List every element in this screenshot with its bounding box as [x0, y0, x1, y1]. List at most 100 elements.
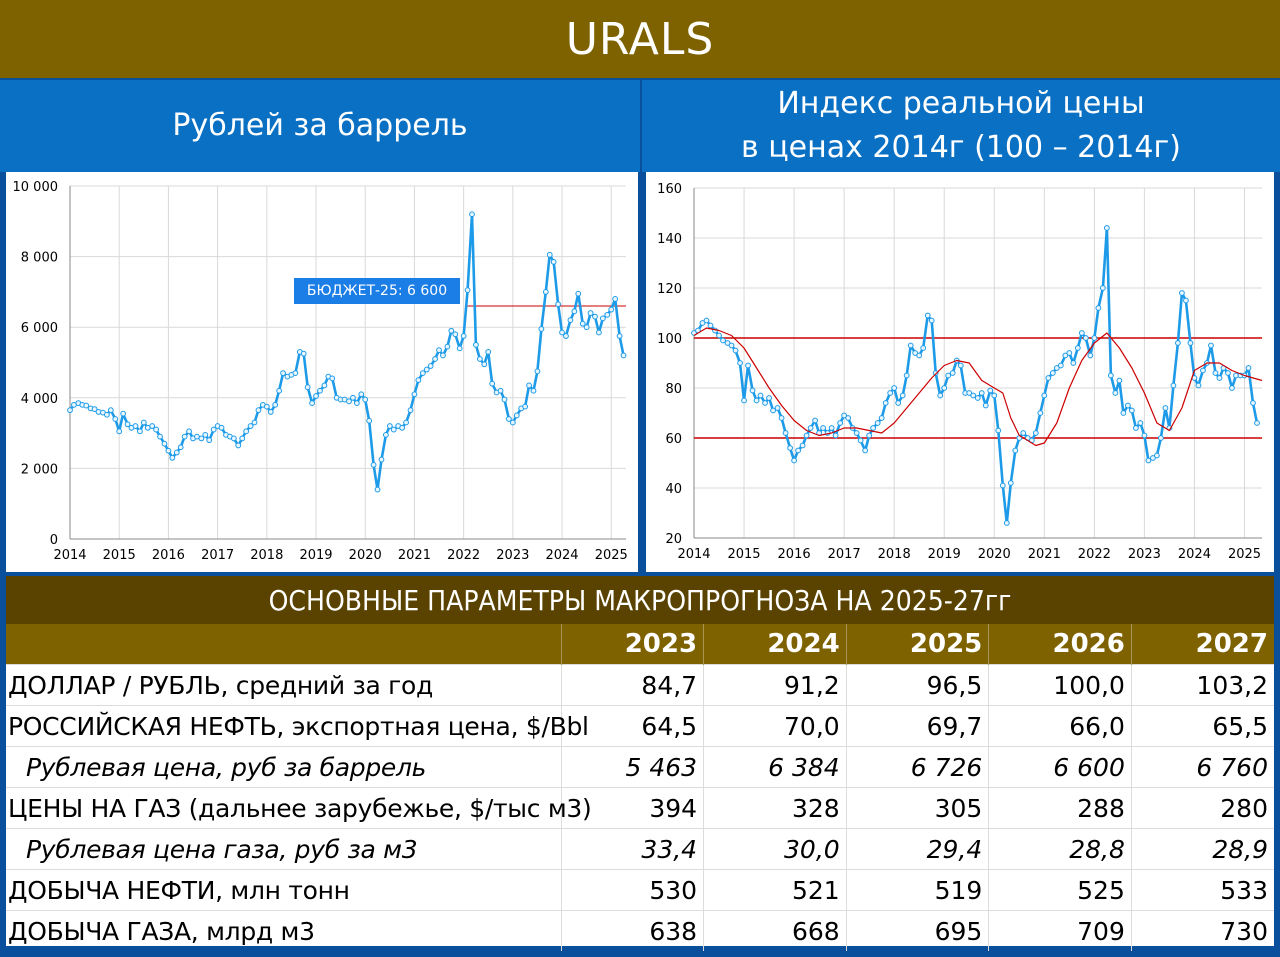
- moving-average-line: [693, 327, 1263, 447]
- data-point: [346, 398, 352, 405]
- data-point: [1116, 377, 1123, 384]
- data-point: [407, 407, 414, 414]
- data-point: [186, 428, 192, 435]
- x-tick-label: 2021: [398, 548, 431, 563]
- data-point: [895, 400, 902, 406]
- macro-forecast-table-panel: ОСНОВНЫЕ ПАРАМЕТРЫ МАКРОПРОГНОЗА НА 2025…: [6, 576, 1274, 951]
- data-point: [782, 430, 789, 436]
- left-chart-title: Рублей за баррель: [0, 80, 640, 172]
- data-point: [966, 390, 973, 396]
- data-point: [845, 415, 852, 421]
- data-point: [937, 392, 944, 399]
- data-point: [530, 387, 537, 394]
- row-value: 525: [988, 869, 1132, 911]
- data-point: [1103, 225, 1110, 231]
- data-point: [1107, 372, 1114, 379]
- x-tick-label: 2014: [677, 547, 710, 562]
- data-point: [1020, 430, 1027, 436]
- data-point: [136, 428, 143, 435]
- data-point: [157, 433, 163, 440]
- data-point: [596, 329, 602, 336]
- x-tick-label: 2020: [349, 548, 382, 563]
- y-tick-label: 8 000: [21, 251, 58, 266]
- data-point: [202, 431, 209, 438]
- data-point: [720, 337, 726, 344]
- data-point: [732, 347, 739, 354]
- data-point: [149, 423, 156, 429]
- row-value: 530: [560, 869, 704, 911]
- x-tick-label: 2021: [1028, 547, 1061, 562]
- data-point: [999, 482, 1006, 489]
- data-point: [837, 420, 844, 426]
- y-tick-label: 2 000: [21, 462, 58, 477]
- data-point: [1066, 350, 1073, 356]
- data-point: [460, 333, 467, 339]
- data-point: [120, 410, 127, 417]
- data-point: [745, 362, 751, 369]
- data-point: [795, 447, 801, 454]
- x-tick-label: 2024: [545, 548, 578, 563]
- data-point: [353, 400, 360, 406]
- data-point: [399, 424, 406, 431]
- data-point: [1154, 452, 1160, 459]
- row-value: 28,9: [1130, 828, 1274, 870]
- data-point: [724, 340, 731, 346]
- data-point: [991, 392, 998, 399]
- x-tick-label: 2025: [1228, 547, 1261, 562]
- data-point: [235, 442, 242, 449]
- table-row: Рублевая цена, руб за баррель 5 463 6 384 6…: [6, 746, 1274, 788]
- row-value: 730: [1130, 910, 1274, 951]
- data-point: [612, 296, 619, 302]
- header-year: 2025: [845, 624, 989, 665]
- data-point: [799, 442, 806, 449]
- data-point: [978, 390, 985, 396]
- data-point: [703, 317, 710, 324]
- data-point: [555, 301, 561, 308]
- data-point: [313, 393, 319, 399]
- row-value: 70,0: [703, 705, 847, 747]
- data-point: [1225, 370, 1231, 376]
- data-point: [272, 401, 279, 408]
- data-point: [255, 407, 262, 414]
- data-point: [778, 415, 785, 421]
- data-point: [774, 405, 781, 411]
- data-point: [370, 461, 377, 468]
- series-line: [68, 212, 625, 491]
- x-tick-label: 2016: [778, 547, 811, 562]
- y-tick-label: 60: [665, 432, 682, 447]
- row-value: 280: [1130, 787, 1274, 829]
- data-point: [501, 396, 508, 403]
- y-tick-label: 10 000: [13, 180, 59, 195]
- row-value: 709: [988, 910, 1132, 951]
- header-year: 2023: [560, 624, 704, 665]
- data-point: [1082, 335, 1089, 341]
- data-point: [787, 445, 793, 451]
- data-point: [807, 425, 814, 431]
- data-point: [1216, 375, 1223, 381]
- data-point: [448, 327, 455, 334]
- data-point: [766, 395, 772, 401]
- data-point: [762, 400, 768, 406]
- macro-forecast-table: 2023 2024 2025 2026 2027 ДОЛЛАР / РУБЛЬ,…: [6, 624, 1274, 951]
- data-point: [1078, 330, 1085, 336]
- data-point: [423, 366, 430, 373]
- data-point: [251, 419, 258, 426]
- data-point: [538, 326, 545, 332]
- x-tick-label: 2017: [828, 547, 861, 562]
- data-point: [432, 356, 438, 362]
- x-tick-label: 2025: [595, 548, 628, 563]
- real-price-index-svg: 2014 2015 2016 2017 2018 2019 2020 2021 2022 2023…: [657, 182, 1263, 562]
- row-value: 394: [560, 787, 704, 829]
- data-point: [181, 433, 188, 440]
- row-value: 33,4: [560, 828, 704, 870]
- data-point: [386, 423, 393, 429]
- data-point: [791, 457, 797, 464]
- data-point: [124, 421, 131, 428]
- row-value: 100,0: [988, 664, 1132, 706]
- data-point: [874, 420, 881, 426]
- data-point: [857, 437, 864, 444]
- data-point: [132, 423, 139, 429]
- row-label: ДОЛЛАР / РУБЛЬ, средний за год: [6, 664, 561, 706]
- data-point: [206, 437, 213, 444]
- data-point: [974, 395, 981, 401]
